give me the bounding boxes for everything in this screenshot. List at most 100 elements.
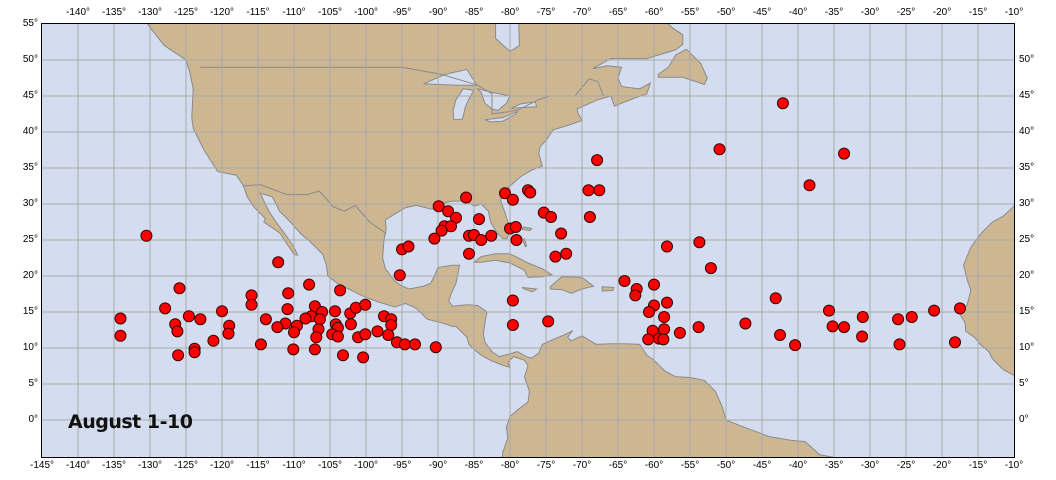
lon-label-bottom: -20° [932, 460, 952, 471]
lon-label-bottom: -90° [428, 460, 448, 471]
storm-point [310, 331, 323, 344]
storm-point [524, 186, 537, 199]
storm-point [207, 334, 220, 347]
storm-point [460, 191, 473, 204]
lon-label-bottom: -140° [65, 460, 91, 471]
storm-point [385, 319, 398, 331]
storm-point [485, 229, 498, 242]
storm-point [371, 325, 384, 338]
storm-point [382, 329, 395, 341]
storm-point [506, 193, 519, 206]
storm-point [549, 250, 562, 263]
lon-label-top: -25° [896, 7, 916, 18]
lon-label-bottom: -50° [716, 460, 736, 471]
storm-point [892, 313, 905, 326]
storm-point [473, 213, 485, 226]
storm-point [159, 302, 172, 315]
storm-point [673, 326, 686, 339]
lon-label-top: -120° [209, 7, 235, 18]
storm-point [499, 187, 511, 200]
storm-point [593, 184, 606, 197]
storm-point [463, 247, 475, 260]
storm-point [954, 302, 966, 315]
land-newfoundland [657, 48, 708, 86]
lat-label-left: 40° [22, 126, 38, 137]
storm-point [432, 200, 445, 213]
lon-label-top: -75° [536, 7, 556, 18]
storm-point [629, 289, 642, 302]
lat-label-right: 25° [1019, 234, 1035, 245]
storm-point [826, 320, 839, 333]
lat-label-right: 15° [1019, 306, 1035, 317]
lat-label-right: 30° [1019, 198, 1035, 209]
storm-point [398, 338, 411, 351]
lat-label-left: 20° [22, 270, 38, 281]
storm-point [344, 318, 357, 331]
storm-point [789, 339, 802, 352]
lon-label-bottom: -30° [860, 460, 880, 471]
storm-point [838, 321, 851, 334]
lon-label-bottom: -85° [464, 460, 484, 471]
storm-point [905, 311, 918, 323]
storm-point [435, 224, 448, 237]
lat-label-left: 45° [22, 90, 38, 101]
storm-point [402, 240, 415, 253]
storm-point [658, 311, 671, 323]
map-title: August 1-10 [68, 411, 193, 433]
storm-point [172, 349, 185, 362]
storm-point [299, 312, 312, 325]
lon-label-bottom: -110° [282, 460, 306, 471]
lon-label-bottom: -55° [680, 460, 700, 471]
storm-point [171, 325, 184, 338]
storm-point [287, 343, 300, 356]
storm-point [692, 321, 705, 334]
storm-point [194, 313, 207, 326]
storm-points [114, 97, 966, 364]
us-mexico-border [242, 184, 387, 234]
lat-label-right: 45° [1019, 90, 1035, 101]
storm-point [693, 236, 706, 249]
storm-point [272, 256, 285, 269]
storm-point [803, 179, 816, 192]
storm-point [114, 329, 127, 342]
lon-label-top: -60° [644, 7, 664, 18]
storm-point [359, 298, 372, 311]
lon-label-top: -30° [860, 7, 880, 18]
lon-label-top: -35° [824, 7, 844, 18]
storm-point [642, 333, 655, 346]
lon-label-bottom: -65° [608, 460, 628, 471]
lat-label-right: 35° [1019, 162, 1035, 173]
storm-point [329, 305, 341, 318]
storm-point [271, 321, 284, 334]
lon-label-top: -50° [716, 7, 736, 18]
storm-point [357, 351, 370, 364]
storm-point [856, 330, 869, 343]
map-canvas [41, 23, 1015, 458]
storm-point [893, 338, 906, 351]
storm-point [648, 278, 660, 291]
storm-point [442, 205, 455, 218]
storm-point [583, 211, 596, 223]
lon-label-bottom: -60° [644, 460, 664, 471]
storm-point [475, 234, 488, 246]
lat-label-left: 35° [22, 162, 38, 173]
storm-point [140, 229, 153, 242]
lon-label-top: -130° [137, 7, 163, 18]
lon-label-bottom: -10° [1004, 460, 1024, 471]
storm-point [308, 343, 321, 356]
storm-point [182, 310, 195, 323]
lon-label-top: -65° [608, 7, 628, 18]
lon-label-top: -10° [1004, 7, 1024, 18]
storm-point [509, 221, 522, 233]
lon-label-bottom: -100° [353, 460, 379, 471]
lon-label-top: -20° [932, 7, 952, 18]
lon-label-bottom: -145° [29, 460, 55, 471]
lon-label-bottom: -45° [752, 460, 772, 471]
lon-label-top: -105° [317, 7, 343, 18]
lon-label-top: -85° [464, 7, 484, 18]
storm-point [334, 284, 347, 297]
storm-point [428, 232, 441, 245]
storm-point [739, 317, 752, 330]
storm-point [618, 275, 631, 287]
lon-label-bottom: -35° [824, 460, 844, 471]
